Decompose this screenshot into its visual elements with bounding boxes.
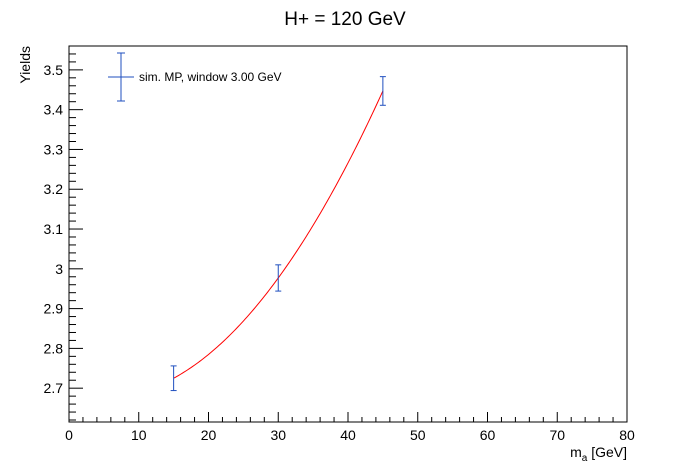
y-tick-label: 2.9 bbox=[44, 301, 64, 317]
data-point bbox=[379, 76, 386, 106]
chart-title: H+ = 120 GeV bbox=[284, 9, 406, 30]
x-tick-label: 80 bbox=[619, 427, 635, 443]
x-tick-label: 20 bbox=[201, 427, 217, 443]
x-tick-label: 40 bbox=[340, 427, 356, 443]
y-tick-label: 2.7 bbox=[44, 380, 64, 396]
y-tick-label: 3.4 bbox=[44, 102, 64, 118]
legend-label: sim. MP, window 3.00 GeV bbox=[139, 70, 282, 84]
x-axis: 0 10 20 30 40 50 60 70 80 bbox=[65, 412, 635, 443]
x-axis-label: ma [GeV] bbox=[570, 444, 627, 464]
y-tick-label: 3.5 bbox=[44, 62, 64, 78]
data-point bbox=[170, 365, 177, 392]
x-tick-label: 70 bbox=[549, 427, 565, 443]
y-tick-label: 3.1 bbox=[44, 221, 64, 237]
y-axis: 2.7 2.8 2.9 3 3.1 3.2 3.3 3.4 3.5 bbox=[44, 45, 83, 421]
data-point bbox=[275, 264, 282, 292]
y-tick-label: 2.8 bbox=[44, 340, 64, 356]
x-axis-label-main: m bbox=[570, 444, 582, 460]
y-tick-label: 3 bbox=[55, 261, 63, 277]
x-tick-label: 60 bbox=[480, 427, 496, 443]
x-tick-label: 10 bbox=[131, 427, 147, 443]
y-axis-label: Yields bbox=[17, 46, 33, 84]
x-axis-label-unit: [GeV] bbox=[587, 444, 627, 460]
x-axis-label-subscript: a bbox=[582, 453, 588, 464]
legend: sim. MP, window 3.00 GeV bbox=[108, 52, 282, 102]
y-tick-label: 3.2 bbox=[44, 181, 64, 197]
x-tick-label: 0 bbox=[65, 427, 73, 443]
x-tick-label: 30 bbox=[270, 427, 286, 443]
data-points-layer bbox=[170, 76, 386, 392]
x-tick-label: 50 bbox=[410, 427, 426, 443]
y-tick-label: 3.3 bbox=[44, 141, 64, 157]
